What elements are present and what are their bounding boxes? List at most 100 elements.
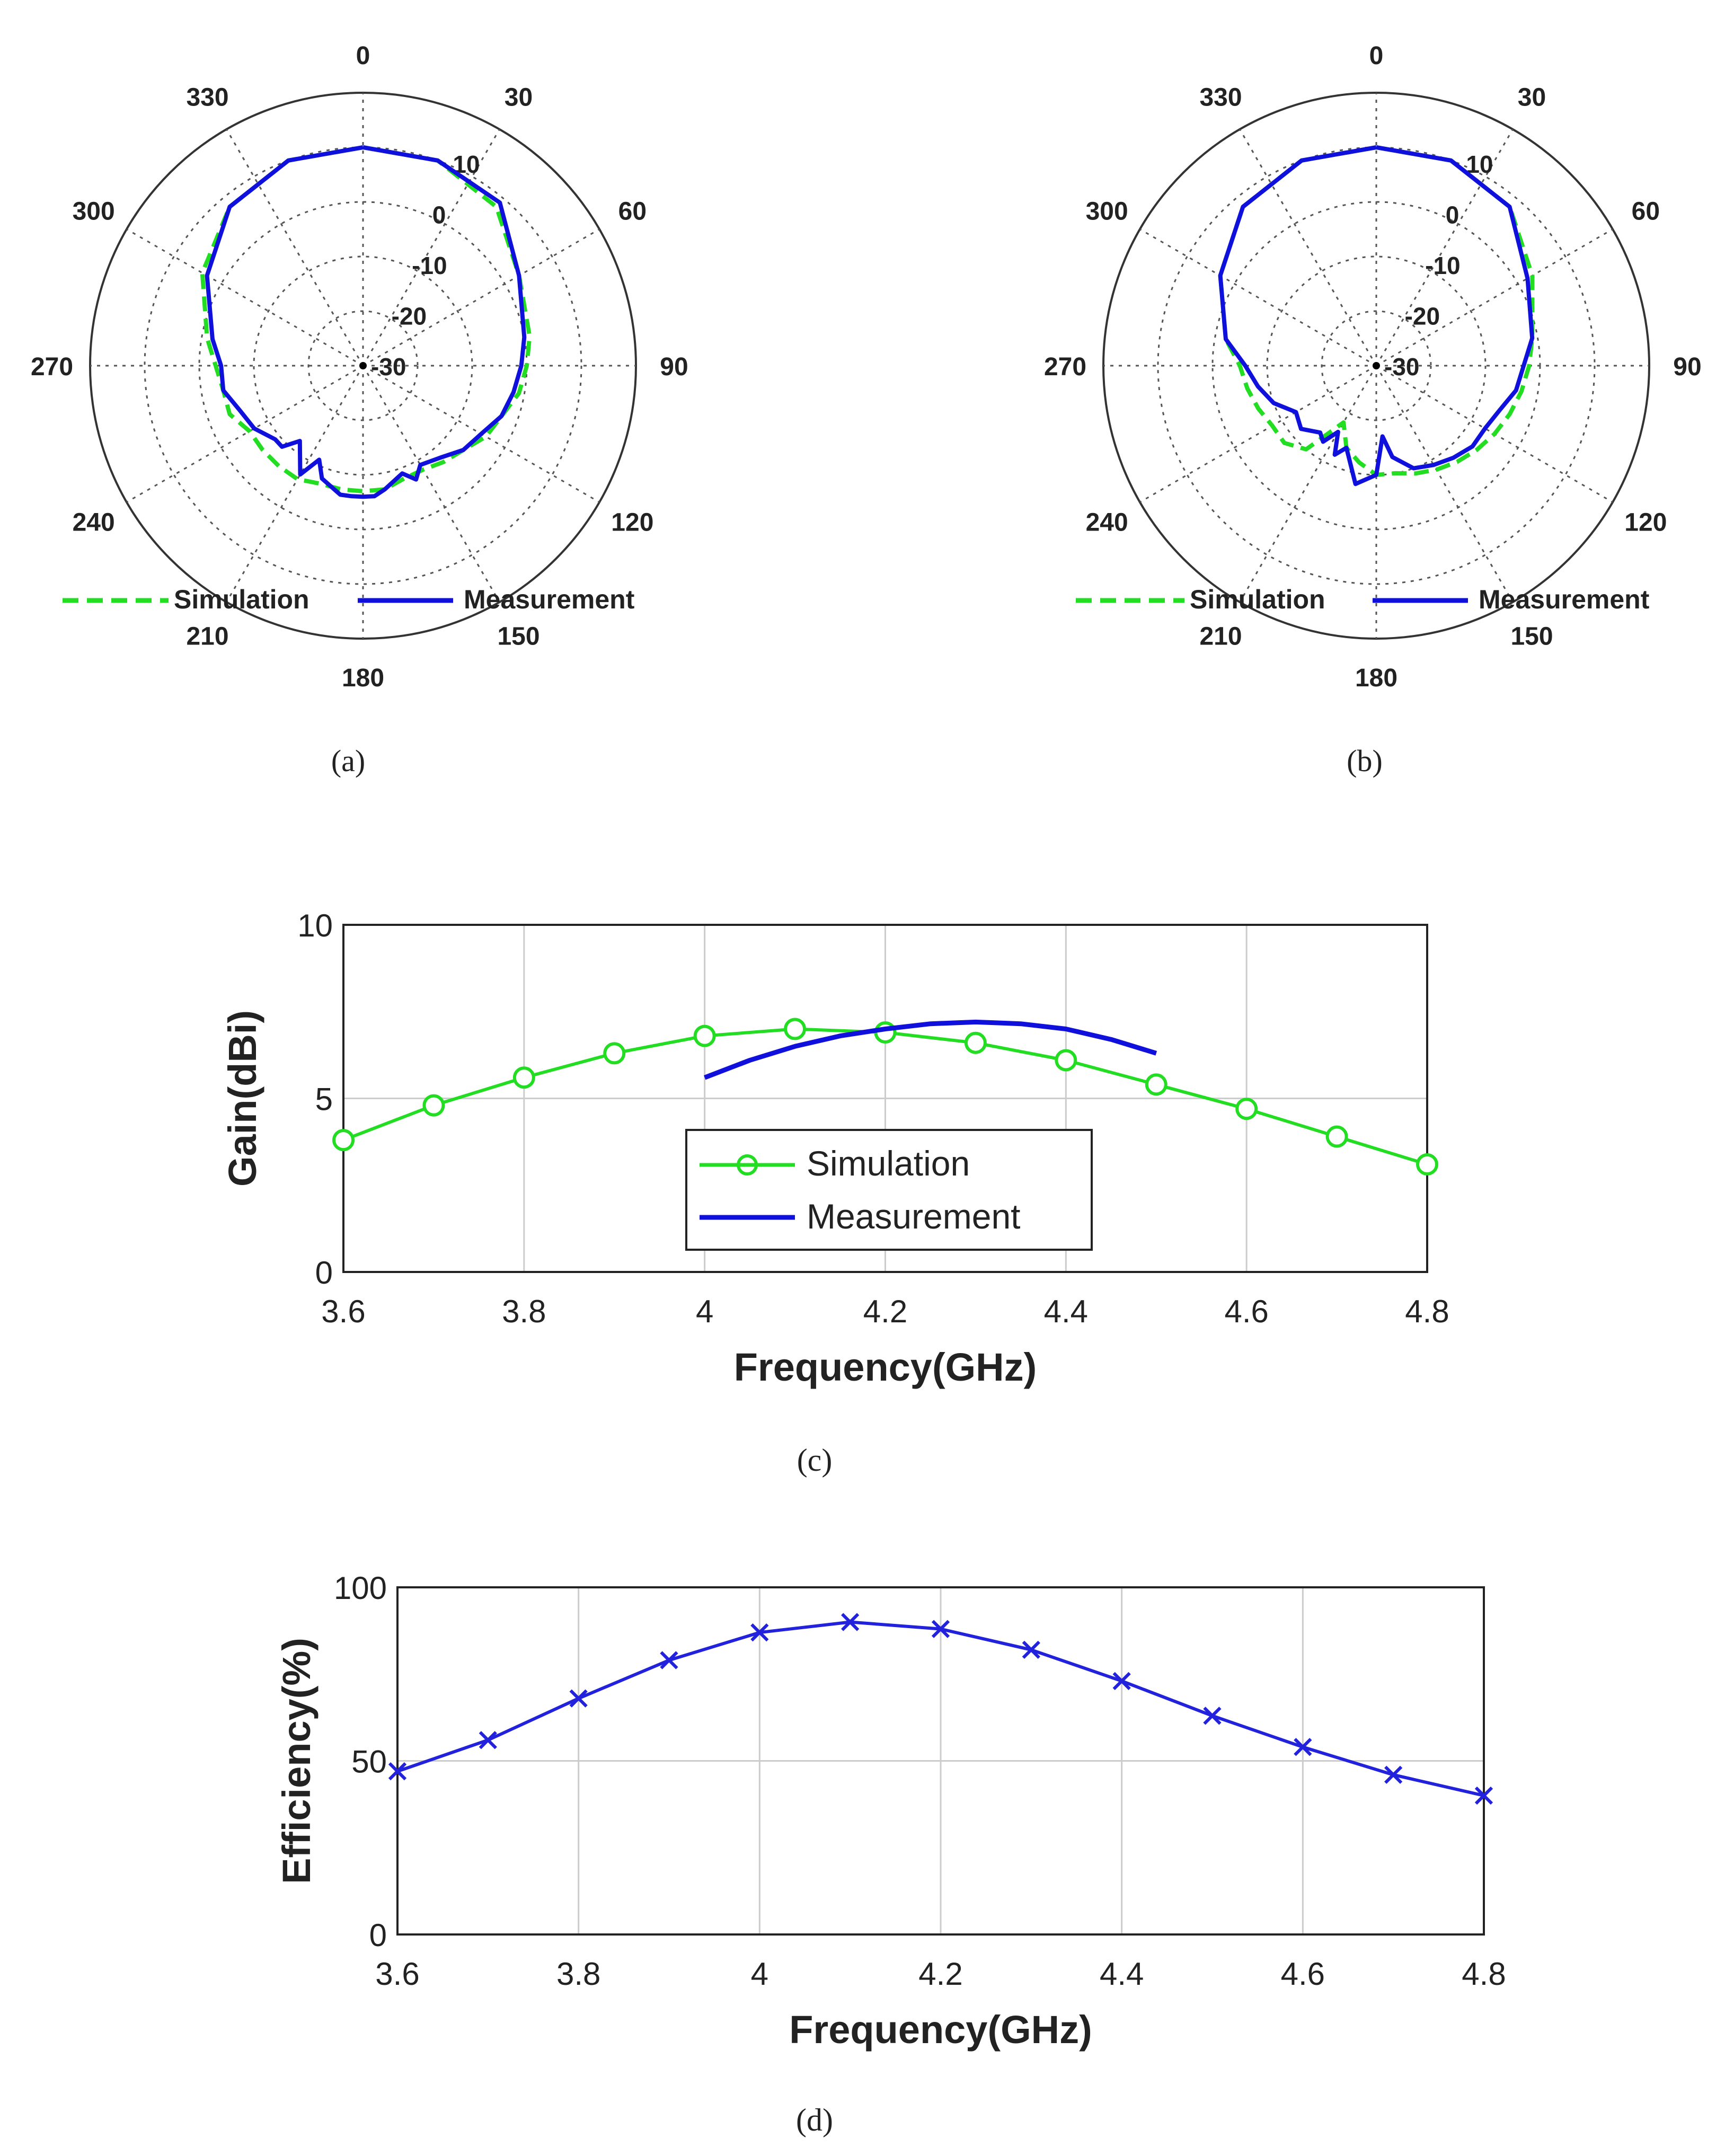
polar-b-angle-label: 180	[1355, 664, 1397, 692]
legend-b-measurement-label: Measurement	[1479, 585, 1650, 614]
c-x-tick-label: 4.6	[1224, 1294, 1268, 1329]
d-efficiency-point	[841, 1613, 860, 1631]
efficiency-chart: 3.6 3.8 4 4.2 4.4 4.6 4.8 0 50 100 Frequency(GHz) E…	[275, 1570, 1506, 2052]
polar-a-measurement-line	[205, 145, 527, 499]
d-y-tick-label: 100	[334, 1570, 387, 1606]
polar-b-angle-label: 300	[1086, 198, 1128, 226]
legend-c: Simulation Measurement	[685, 1129, 1093, 1251]
d-x-tick-label: 3.6	[375, 1956, 419, 1992]
c-x-tick-label: 3.8	[502, 1294, 546, 1329]
polar-a-center-dot	[359, 362, 367, 369]
polar-a-angle-label: 180	[342, 664, 384, 692]
polar-b-measurement-line	[1218, 145, 1535, 487]
legend-b: Simulation Measurement	[1076, 585, 1650, 614]
polar-a-spoke	[362, 228, 600, 367]
polar-b-spoke	[1375, 365, 1514, 603]
c-simulation-point	[1235, 1098, 1258, 1120]
polar-a-spoke	[226, 365, 364, 603]
polar-b-radial-label: -20	[1405, 303, 1440, 330]
d-efficiency-point	[569, 1689, 588, 1708]
polar-b-spoke	[1239, 365, 1377, 603]
c-y-tick-label: 10	[297, 908, 333, 943]
c-x-tick-label: 4.8	[1405, 1294, 1449, 1329]
polar-b-radial-label: 0	[1446, 201, 1459, 229]
legend-a: Simulation Measurement	[63, 585, 635, 614]
c-simulation-point	[693, 1024, 716, 1047]
polar-b-angle-label: 330	[1199, 84, 1242, 112]
polar-a-radial-label: -20	[392, 303, 427, 330]
polar-b-spoke	[1376, 228, 1613, 367]
caption-b: (b)	[1347, 744, 1383, 778]
polar-b-spoke	[1139, 365, 1377, 503]
d-y-tick-label: 50	[351, 1744, 387, 1780]
c-simulation-point	[1055, 1049, 1077, 1072]
polar-a-angle-label: 60	[618, 198, 647, 226]
c-simulation-point	[1145, 1073, 1167, 1096]
gain-chart: 3.6 3.8 4 4.2 4.4 4.6 4.8 0 5 10 Frequency(GHz) Gai…	[220, 908, 1449, 1389]
polar-chart-a: 0306090120150180210240270300330100-10-20…	[31, 42, 688, 692]
polar-b-angle-label: 270	[1044, 353, 1086, 381]
polar-a-radial-label: -10	[412, 252, 447, 279]
polar-a-angle-label: 300	[73, 198, 115, 226]
polar-a-angle-label: 0	[356, 42, 370, 70]
caption-a: (a)	[331, 744, 365, 778]
c-simulation-point	[874, 1021, 897, 1044]
c-axes-box	[342, 924, 1428, 1273]
polar-a-ring	[307, 310, 419, 421]
polar-a-angle-label: 210	[186, 622, 228, 650]
polar-b-angle-label: 120	[1624, 509, 1667, 537]
d-efficiency-point	[750, 1623, 769, 1642]
polar-a-spoke	[362, 365, 500, 603]
legend-c-measurement-label: Measurement	[807, 1197, 1021, 1236]
polar-a-spoke	[126, 228, 364, 367]
legend-b-simulation-label: Simulation	[1190, 585, 1325, 614]
polar-b-angle-label: 30	[1518, 84, 1546, 112]
d-x-tick-label: 3.8	[556, 1956, 600, 1992]
polar-b-center-dot	[1373, 362, 1380, 369]
polar-b-angle-label: 90	[1673, 353, 1701, 381]
polar-a-angle-label: 30	[505, 84, 533, 112]
d-x-axis-label: Frequency(GHz)	[789, 2008, 1092, 2052]
polar-b-angle-label: 150	[1510, 622, 1553, 650]
legend-c-box	[685, 1129, 1093, 1251]
c-simulation-point	[784, 1018, 807, 1040]
c-x-tick-label: 4.4	[1044, 1294, 1088, 1329]
polar-b-angle-label: 60	[1632, 198, 1660, 226]
d-x-tick-label: 4.4	[1100, 1956, 1144, 1992]
c-x-tick-label: 4.2	[863, 1294, 907, 1329]
polar-b-radial-label: -10	[1425, 252, 1460, 279]
c-simulation-point	[512, 1066, 535, 1089]
polar-b-radial-label: -30	[1384, 353, 1419, 381]
caption-d: (d)	[796, 2102, 833, 2137]
d-efficiency-point	[388, 1762, 407, 1781]
polar-b-angle-label: 0	[1369, 42, 1384, 70]
d-efficiency-point	[931, 1620, 950, 1638]
d-y-axis-label: Efficiency(%)	[275, 1638, 319, 1884]
d-x-tick-label: 4	[751, 1956, 768, 1992]
d-efficiency-point	[1022, 1640, 1040, 1659]
polar-a-radial-label: -30	[371, 353, 406, 381]
polar-a-angle-label: 270	[31, 353, 73, 381]
polar-b-spoke	[1375, 129, 1514, 366]
legend-a-simulation-label: Simulation	[174, 585, 309, 614]
polar-b-spoke	[1139, 228, 1377, 367]
polar-a-radial-label: 0	[432, 201, 446, 229]
polar-b-spoke	[1239, 129, 1377, 366]
c-x-axis-label: Frequency(GHz)	[734, 1345, 1037, 1389]
d-axes-box	[396, 1586, 1485, 1936]
d-efficiency-point	[1384, 1765, 1403, 1784]
d-efficiency-point	[1474, 1786, 1493, 1805]
c-y-axis-label: Gain(dBi)	[220, 1010, 264, 1187]
d-efficiency-point	[479, 1731, 497, 1749]
c-x-tick-label: 3.6	[321, 1294, 365, 1329]
c-measurement-line	[704, 1019, 1157, 1080]
polar-chart-b: 0306090120150180210240270300330100-10-20…	[1044, 42, 1702, 692]
d-efficiency-point	[1203, 1707, 1222, 1725]
caption-c: (c)	[797, 1443, 833, 1478]
polar-b-ring	[1321, 310, 1432, 421]
polar-a-angle-label: 150	[497, 622, 539, 650]
c-y-tick-label: 5	[315, 1082, 333, 1117]
polar-a-spoke	[226, 129, 364, 366]
